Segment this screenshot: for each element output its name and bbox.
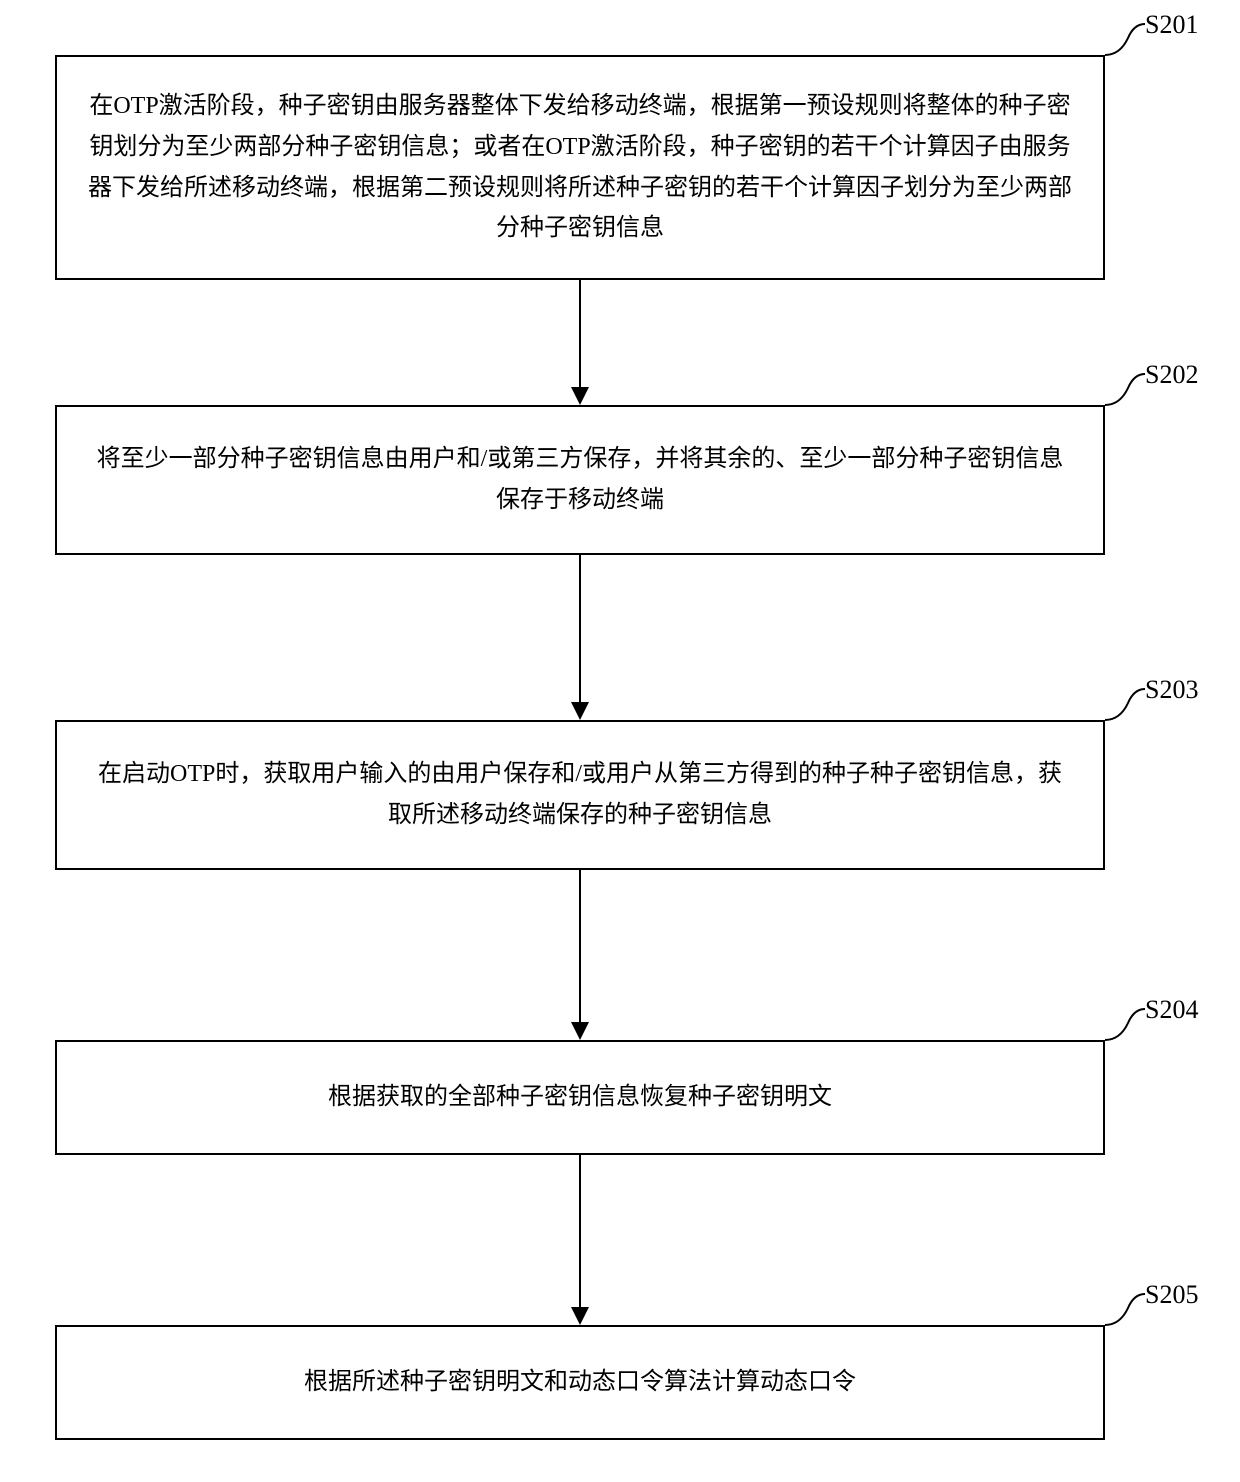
arrow-s204-s205: [579, 1155, 581, 1307]
arrow-s202-s203: [579, 555, 581, 702]
step-text: 在启动OTP时，获取用户输入的由用户保存和/或用户从第三方得到的种子种子密钥信息…: [87, 754, 1073, 836]
step-text: 在OTP激活阶段，种子密钥由服务器整体下发给移动终端，根据第一预设规则将整体的种…: [87, 86, 1073, 249]
label-connector-s205: [1100, 1288, 1150, 1330]
label-connector-s203: [1100, 683, 1150, 725]
label-connector-s202: [1100, 368, 1150, 410]
arrow-s201-s202: [579, 280, 581, 387]
flowchart-step-s204: 根据获取的全部种子密钥信息恢复种子密钥明文: [55, 1040, 1105, 1155]
arrow-s203-s204: [579, 870, 581, 1022]
step-label-s201: S201: [1145, 10, 1198, 40]
label-connector-s204: [1100, 1003, 1150, 1045]
flowchart-step-s201: 在OTP激活阶段，种子密钥由服务器整体下发给移动终端，根据第一预设规则将整体的种…: [55, 55, 1105, 280]
flowchart-canvas: 在OTP激活阶段，种子密钥由服务器整体下发给移动终端，根据第一预设规则将整体的种…: [0, 0, 1240, 1482]
step-label-s204: S204: [1145, 995, 1198, 1025]
step-text: 根据所述种子密钥明文和动态口令算法计算动态口令: [304, 1362, 856, 1403]
step-label-s203: S203: [1145, 675, 1198, 705]
step-text: 将至少一部分种子密钥信息由用户和/或第三方保存，并将其余的、至少一部分种子密钥信…: [87, 439, 1073, 521]
label-connector-s201: [1100, 18, 1150, 60]
flowchart-step-s202: 将至少一部分种子密钥信息由用户和/或第三方保存，并将其余的、至少一部分种子密钥信…: [55, 405, 1105, 555]
arrow-head-icon: [571, 1307, 589, 1325]
arrow-head-icon: [571, 387, 589, 405]
flowchart-step-s203: 在启动OTP时，获取用户输入的由用户保存和/或用户从第三方得到的种子种子密钥信息…: [55, 720, 1105, 870]
step-label-s202: S202: [1145, 360, 1198, 390]
arrow-head-icon: [571, 1022, 589, 1040]
arrow-head-icon: [571, 702, 589, 720]
step-label-s205: S205: [1145, 1280, 1198, 1310]
flowchart-step-s205: 根据所述种子密钥明文和动态口令算法计算动态口令: [55, 1325, 1105, 1440]
step-text: 根据获取的全部种子密钥信息恢复种子密钥明文: [328, 1077, 832, 1118]
